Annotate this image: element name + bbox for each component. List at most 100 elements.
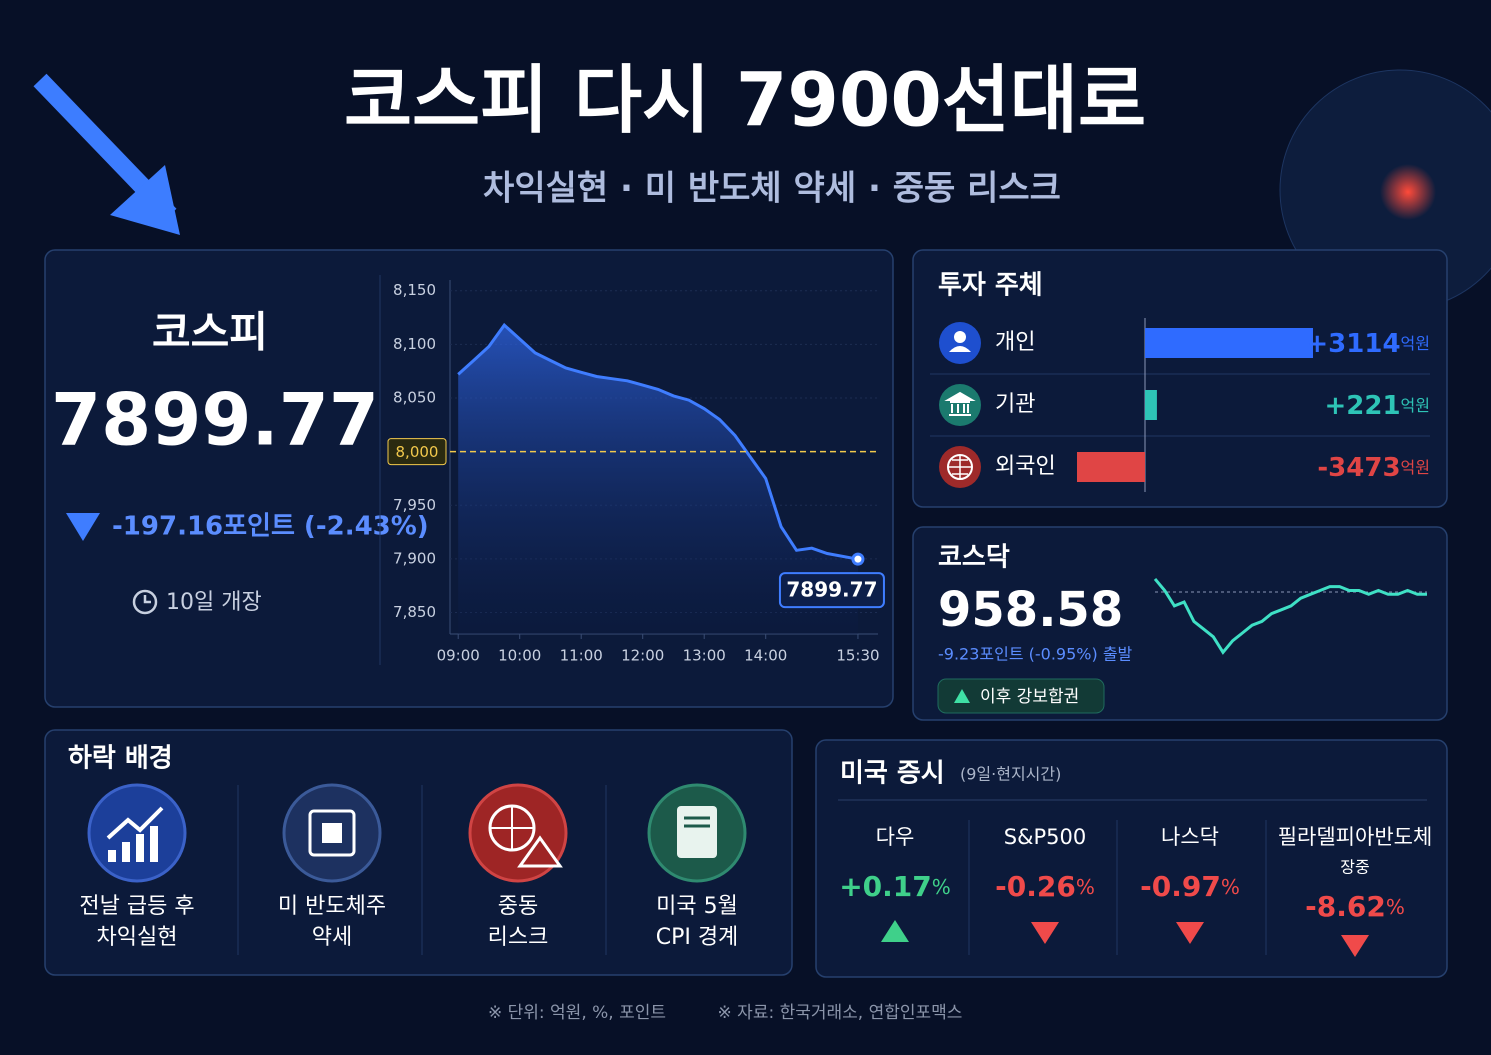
y-tick-label: 8,100 <box>393 335 436 353</box>
footer-source: ※ 자료: 한국거래소, 연합인포맥스 <box>718 1003 963 1023</box>
kospi-value: 7899.77 <box>51 378 379 462</box>
unit: % <box>932 875 951 899</box>
icon <box>949 346 971 352</box>
kospi-change: -197.16포인트 (-2.43%) <box>112 512 429 542</box>
up-arrow <box>881 920 909 942</box>
clock-icon <box>132 589 158 615</box>
y-tick-label: 8,050 <box>393 389 436 407</box>
market-value: -0.97% <box>1140 870 1240 903</box>
background-panel <box>44 729 793 976</box>
footer-unit: ※ 단위: 억원, %, 포인트 <box>488 1003 666 1023</box>
value: +221 <box>1324 391 1400 421</box>
icon <box>684 816 710 828</box>
end-label: 7899.77 <box>786 578 877 602</box>
market-value: +0.17% <box>839 870 951 903</box>
unit: 억원 <box>1401 396 1430 415</box>
us-panel <box>815 739 1448 978</box>
background-title: 하락 배경 <box>68 744 173 774</box>
area <box>458 325 858 634</box>
market-name: S&P500 <box>1004 825 1086 849</box>
down-arrow <box>1031 922 1059 944</box>
y-tick-label: 7,850 <box>393 603 436 621</box>
x-tick-label: 15:30 <box>836 647 879 665</box>
icon <box>87 783 187 883</box>
unit: % <box>1221 875 1240 899</box>
unit: 억원 <box>1401 334 1430 353</box>
reason-label: 미 반도체주 <box>278 894 386 919</box>
decor-glow <box>1380 164 1436 220</box>
market-name: 다우 <box>876 825 915 849</box>
reason-label: 차익실현 <box>97 925 178 950</box>
market-name: 필라델피아반도체 <box>1278 825 1433 849</box>
category-label: 개인 <box>995 330 1035 355</box>
down-triangle <box>66 513 100 541</box>
icon <box>106 806 164 840</box>
kospi-name: 코스피 <box>152 308 268 357</box>
market-name: 장중 <box>1340 858 1369 877</box>
down-arrow <box>1341 935 1369 957</box>
reference-label: 8,000 <box>396 443 439 461</box>
badge-triangle <box>954 689 970 703</box>
reason-label: 미국 5월 <box>656 894 738 919</box>
icon <box>308 809 356 857</box>
investor-title: 투자 주체 <box>938 271 1043 301</box>
x-tick-label: 10:00 <box>498 647 541 665</box>
market-value: -8.62% <box>1305 890 1405 923</box>
value: +0.17 <box>839 870 932 903</box>
value-label: -3473억원 <box>1317 453 1430 483</box>
icon <box>322 823 342 843</box>
icon <box>677 806 717 858</box>
value: -0.26 <box>995 870 1076 903</box>
background-icons <box>87 783 747 883</box>
kosdaq-change: -9.23포인트 (-0.95%) 출발 <box>938 645 1133 664</box>
kosdaq-value: 958.58 <box>938 582 1123 638</box>
value: -8.62 <box>1305 890 1386 923</box>
kospi-note: 10일 개장 <box>166 590 262 615</box>
us-note: (9일·현지시간) <box>960 765 1061 784</box>
reason-label: 중동 <box>498 894 538 919</box>
y-tick-label: 8,150 <box>393 281 436 299</box>
badge-text: 이후 강보합권 <box>980 687 1079 707</box>
icon <box>944 391 976 416</box>
category-label: 외국인 <box>995 454 1056 479</box>
kosdaq-chart <box>1153 577 1427 655</box>
bar <box>1145 328 1313 358</box>
value: -0.97 <box>1140 870 1221 903</box>
x-tick-label: 09:00 <box>437 647 480 665</box>
icon <box>954 331 966 343</box>
end-point <box>851 552 865 566</box>
market-value: -0.26% <box>995 870 1095 903</box>
y-tick-label: 7,950 <box>393 496 436 514</box>
reason-label: 리스크 <box>488 925 549 950</box>
kospi-chart: 8,150 8,100 8,050 7,950 7,900 7,850 09:00 10:00… <box>387 280 885 665</box>
unit: 억원 <box>1401 458 1430 477</box>
unit: % <box>1386 895 1405 919</box>
bar <box>1077 452 1145 482</box>
reason-label: 전날 급등 후 <box>79 894 194 919</box>
investor-panel <box>912 249 1448 508</box>
x-tick-label: 14:00 <box>744 647 787 665</box>
title: 코스피 다시 7900선대로 <box>344 58 1146 144</box>
icon <box>948 455 972 479</box>
icon <box>939 384 981 426</box>
bar <box>1145 390 1157 420</box>
market-name: 나스닥 <box>1161 825 1219 849</box>
clock-hands <box>143 595 151 604</box>
reason-label: 약세 <box>312 925 352 950</box>
value: -3473 <box>1317 453 1400 483</box>
unit: % <box>1076 875 1095 899</box>
line <box>457 322 859 561</box>
icon <box>517 835 563 868</box>
sparkline <box>1153 577 1427 655</box>
value-label: +221억원 <box>1324 391 1430 421</box>
reason-label: CPI 경계 <box>656 925 739 950</box>
badge <box>937 678 1105 714</box>
value: +3114 <box>1306 329 1400 359</box>
icon <box>108 826 158 862</box>
x-tick-label: 12:00 <box>621 647 664 665</box>
icon <box>490 806 534 850</box>
value-label: +3114억원 <box>1306 329 1430 359</box>
